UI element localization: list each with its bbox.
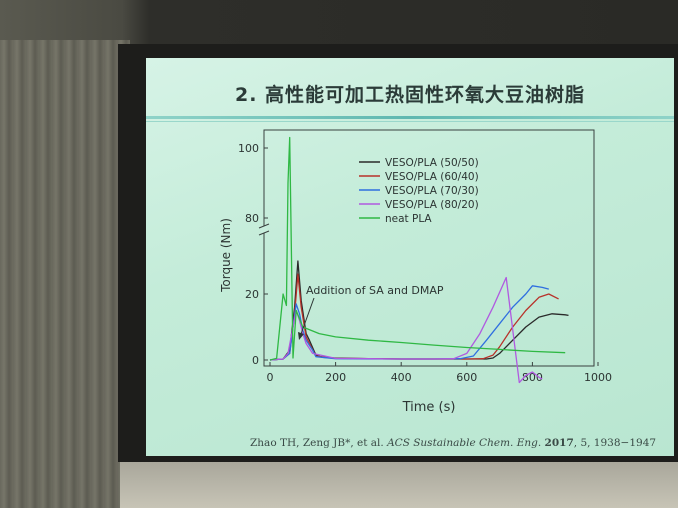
y-tick-label: 0: [252, 354, 259, 367]
series-line-4: [269, 136, 566, 361]
y-axis-break: [258, 223, 270, 236]
citation-authors: Zhao TH, Zeng JB*, et al.: [250, 437, 384, 449]
x-tick-label: 200: [325, 371, 346, 384]
slide: 2. 高性能可加工热固性环氧大豆油树脂 0 200 400 600 800 1000 0 20…: [146, 58, 674, 456]
legend-label: VESO/PLA (80/20): [385, 199, 479, 211]
title-divider: [146, 116, 674, 119]
curtain: [0, 40, 130, 508]
legend-label: VESO/PLA (70/30): [385, 185, 479, 197]
y-tick-label: 20: [245, 288, 259, 301]
y-tick-label: 100: [238, 142, 259, 155]
x-tick-label: 0: [267, 371, 274, 384]
y-axis-label: Torque (Nm): [219, 218, 233, 293]
x-tick-label: 600: [456, 371, 477, 384]
citation-details: , 5, 1938−1947: [573, 437, 657, 449]
x-tick-label: 400: [391, 371, 412, 384]
citation: Zhao TH, Zeng JB*, et al. ACS Sustainabl…: [250, 437, 656, 449]
plot-frame: [263, 129, 595, 367]
legend-label: VESO/PLA (50/50): [385, 157, 479, 169]
legend: VESO/PLA (50/50) VESO/PLA (60/40) VESO/PLA…: [359, 157, 479, 225]
bottom-strip: [120, 462, 678, 508]
annotation-arrow-head: [298, 332, 304, 340]
series-line-3: [269, 276, 543, 384]
x-axis-label: Time (s): [402, 400, 456, 415]
legend-label: VESO/PLA (60/40): [385, 171, 479, 183]
x-tick-label: 1000: [584, 371, 612, 384]
annotation-text: Addition of SA and DMAP: [306, 284, 444, 297]
legend-label: neat PLA: [385, 213, 432, 225]
series-line-0: [269, 260, 569, 361]
citation-year: 2017: [544, 437, 574, 449]
citation-journal: ACS Sustainable Chem. Eng.: [387, 437, 542, 449]
title-divider-thin: [146, 121, 674, 122]
annotation-arrow: [300, 297, 315, 335]
y-tick-label: 80: [245, 212, 259, 225]
slide-title: 2. 高性能可加工热固性环氧大豆油树脂: [234, 84, 586, 106]
